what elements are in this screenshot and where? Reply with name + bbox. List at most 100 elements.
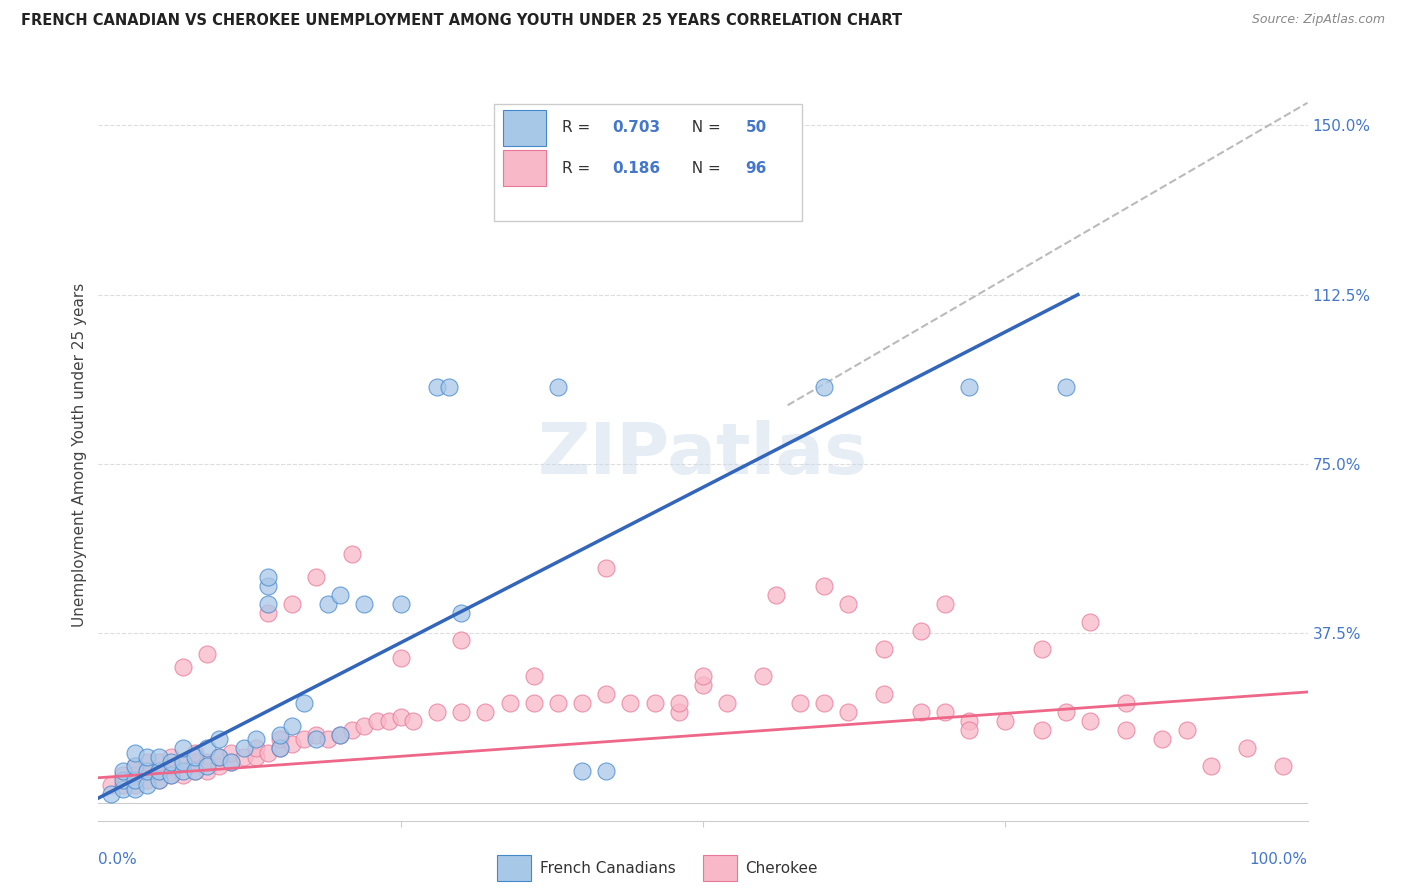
- Text: 0.0%: 0.0%: [98, 852, 138, 867]
- Point: [1078, 714, 1101, 729]
- Text: ZIPatlas: ZIPatlas: [538, 420, 868, 490]
- Point: [208, 750, 231, 764]
- Point: [124, 778, 146, 792]
- Bar: [498, 855, 531, 881]
- Point: [716, 696, 738, 710]
- Point: [934, 597, 956, 611]
- Point: [450, 706, 472, 720]
- Point: [668, 696, 690, 710]
- Point: [256, 597, 278, 611]
- Point: [547, 380, 569, 394]
- Point: [668, 706, 690, 720]
- Point: [172, 755, 194, 769]
- Point: [124, 746, 146, 760]
- Point: [1115, 723, 1137, 738]
- Point: [426, 380, 449, 394]
- Point: [426, 706, 449, 720]
- Point: [389, 710, 412, 724]
- Point: [342, 723, 364, 738]
- Point: [994, 714, 1017, 729]
- Point: [221, 755, 243, 769]
- Point: [1054, 380, 1077, 394]
- Point: [523, 696, 546, 710]
- Point: [232, 750, 254, 764]
- Point: [644, 696, 666, 710]
- Point: [1152, 732, 1174, 747]
- Point: [571, 696, 593, 710]
- Point: [934, 706, 956, 720]
- Point: [595, 561, 617, 575]
- Point: [124, 772, 146, 787]
- Point: [1031, 723, 1053, 738]
- Point: [245, 741, 267, 756]
- Point: [208, 759, 231, 773]
- Point: [329, 728, 352, 742]
- Point: [789, 696, 811, 710]
- Point: [1115, 696, 1137, 710]
- Point: [813, 579, 835, 593]
- Point: [450, 633, 472, 648]
- Point: [353, 597, 375, 611]
- Point: [269, 728, 291, 742]
- Point: [353, 719, 375, 733]
- Point: [256, 606, 278, 620]
- Point: [389, 651, 412, 665]
- Text: 0.703: 0.703: [613, 120, 661, 136]
- Point: [245, 750, 267, 764]
- Point: [148, 764, 170, 778]
- Point: [160, 768, 183, 782]
- Point: [160, 750, 183, 764]
- Point: [221, 755, 243, 769]
- Point: [389, 597, 412, 611]
- Point: [547, 696, 569, 710]
- Text: 50: 50: [745, 120, 766, 136]
- Point: [111, 778, 134, 792]
- Point: [111, 768, 134, 782]
- Point: [195, 764, 218, 778]
- Point: [450, 606, 472, 620]
- Point: [111, 772, 134, 787]
- Point: [873, 687, 896, 701]
- Point: [377, 714, 399, 729]
- Point: [111, 782, 134, 797]
- Text: N =: N =: [682, 161, 725, 176]
- Text: French Canadians: French Canadians: [540, 861, 675, 876]
- Point: [148, 750, 170, 764]
- Point: [813, 696, 835, 710]
- Point: [124, 782, 146, 797]
- Point: [813, 380, 835, 394]
- Point: [135, 750, 157, 764]
- Point: [208, 750, 231, 764]
- Point: [281, 597, 304, 611]
- Point: [292, 732, 315, 747]
- Point: [148, 772, 170, 787]
- Point: [184, 750, 207, 764]
- Point: [523, 669, 546, 683]
- Point: [135, 778, 157, 792]
- Point: [195, 759, 218, 773]
- Point: [245, 732, 267, 747]
- Text: 100.0%: 100.0%: [1250, 852, 1308, 867]
- Point: [269, 741, 291, 756]
- Point: [595, 687, 617, 701]
- Point: [148, 755, 170, 769]
- Point: [281, 737, 304, 751]
- Point: [172, 741, 194, 756]
- Point: [692, 669, 714, 683]
- Point: [1031, 642, 1053, 657]
- Point: [292, 696, 315, 710]
- Point: [474, 706, 496, 720]
- Point: [160, 759, 183, 773]
- Point: [184, 755, 207, 769]
- Point: [1236, 741, 1258, 756]
- Point: [172, 755, 194, 769]
- Point: [281, 719, 304, 733]
- Point: [160, 755, 183, 769]
- Bar: [703, 855, 737, 881]
- Point: [172, 660, 194, 674]
- Point: [256, 579, 278, 593]
- Point: [305, 728, 328, 742]
- Point: [957, 380, 980, 394]
- Point: [342, 547, 364, 561]
- Point: [329, 728, 352, 742]
